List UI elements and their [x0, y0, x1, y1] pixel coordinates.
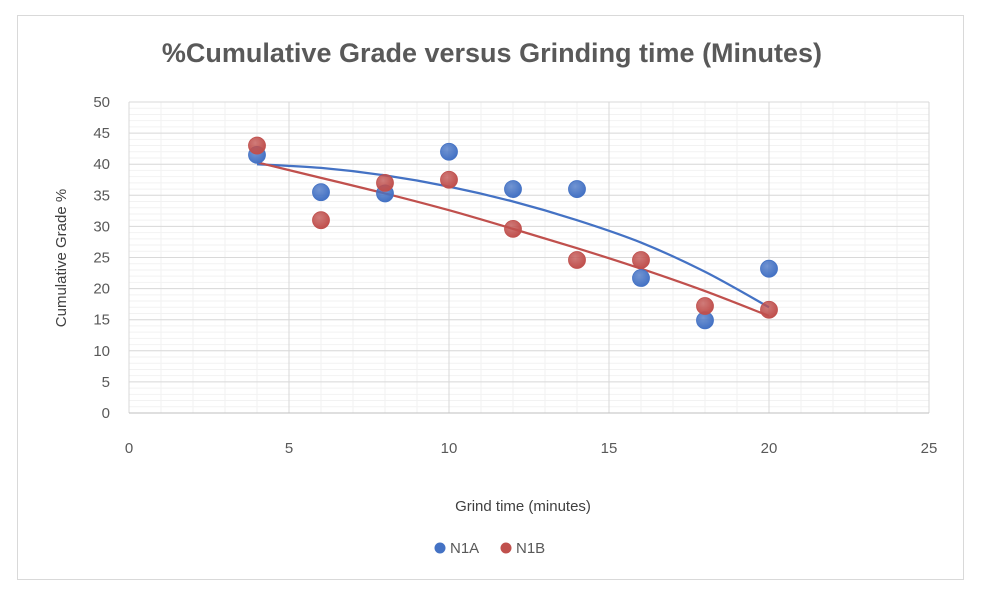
point-n1a [568, 180, 586, 198]
y-tick-label: 45 [93, 125, 110, 142]
legend-label-n1b: N1B [516, 540, 545, 557]
legend-label-n1a: N1A [450, 540, 479, 557]
point-n1a [312, 183, 330, 202]
y-tick-label: 20 [93, 281, 110, 298]
point-n1b [248, 136, 266, 155]
legend-marker-n1b [500, 542, 512, 554]
point-n1b [312, 211, 330, 230]
y-tick-label: 25 [93, 250, 110, 267]
point-n1b [632, 251, 650, 269]
data-points [248, 136, 778, 330]
y-axis-label: Cumulative Grade % [53, 189, 70, 327]
point-n1a [632, 269, 650, 287]
x-axis-label: Grind time (minutes) [455, 498, 591, 515]
x-tick-label: 25 [921, 440, 938, 457]
point-n1a [440, 142, 458, 161]
y-tick-label: 15 [93, 312, 110, 329]
x-tick-label: 5 [285, 440, 293, 457]
y-tick-label: 50 [93, 94, 110, 111]
major-gridlines [128, 101, 930, 414]
x-tick-label: 15 [601, 440, 618, 457]
chart-title: %Cumulative Grade versus Grinding time (… [162, 38, 822, 68]
trendline-n1a [256, 163, 770, 309]
y-tick-label: 30 [93, 218, 110, 235]
point-n1b [760, 300, 778, 319]
legend: N1A N1B [434, 540, 545, 557]
chart-frame [17, 15, 964, 580]
y-tick-label: 5 [102, 374, 110, 391]
point-n1a [504, 180, 522, 198]
legend-marker-n1a [434, 542, 446, 554]
x-tick-labels: 0 5 10 15 20 25 [125, 440, 938, 457]
y-tick-label: 35 [93, 187, 110, 204]
point-n1b [376, 173, 394, 192]
y-tick-label: 10 [93, 343, 110, 360]
y-tick-label: 40 [93, 156, 110, 173]
x-tick-label: 0 [125, 440, 133, 457]
point-n1b [440, 170, 458, 189]
point-n1b [504, 219, 522, 238]
y-tick-labels: 0 5 10 15 20 25 30 35 40 45 50 [93, 94, 110, 422]
point-n1b [568, 251, 586, 269]
point-n1a [760, 259, 778, 278]
y-tick-label: 0 [102, 405, 110, 422]
x-tick-label: 10 [441, 440, 458, 457]
x-tick-label: 20 [761, 440, 778, 457]
point-n1b [696, 297, 714, 315]
